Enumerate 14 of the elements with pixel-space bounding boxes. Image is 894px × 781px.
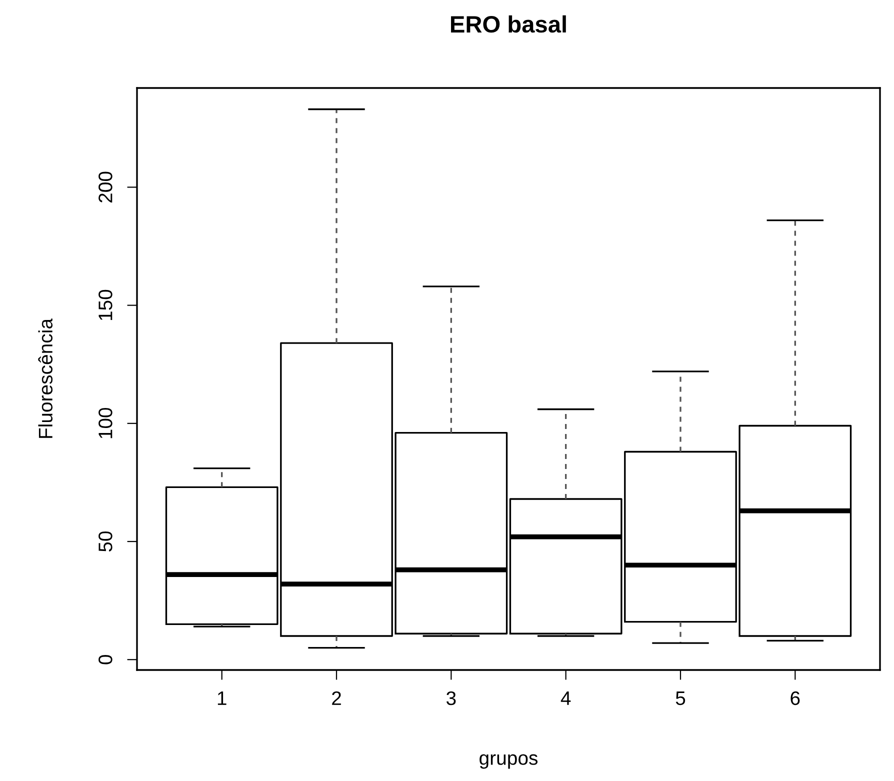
x-axis-title: grupos	[480, 754, 538, 769]
x-tick-label: 3	[446, 691, 456, 706]
y-tick-label: 50	[98, 531, 112, 552]
y-tick-label: 200	[98, 172, 112, 202]
y-tick-label: 100	[98, 408, 112, 438]
y-tick-label: 150	[98, 290, 112, 320]
x-tick-label: 1	[218, 692, 226, 705]
x-tick-label: 5	[676, 692, 686, 706]
x-tick-label: 2	[332, 691, 341, 705]
x-tick-label: 6	[790, 691, 800, 706]
chart-title: ERO basal	[451, 15, 566, 33]
x-tick-label: 4	[560, 692, 571, 705]
y-axis-title: Fluorescência	[38, 318, 53, 438]
y-tick-label: 0	[98, 654, 112, 664]
